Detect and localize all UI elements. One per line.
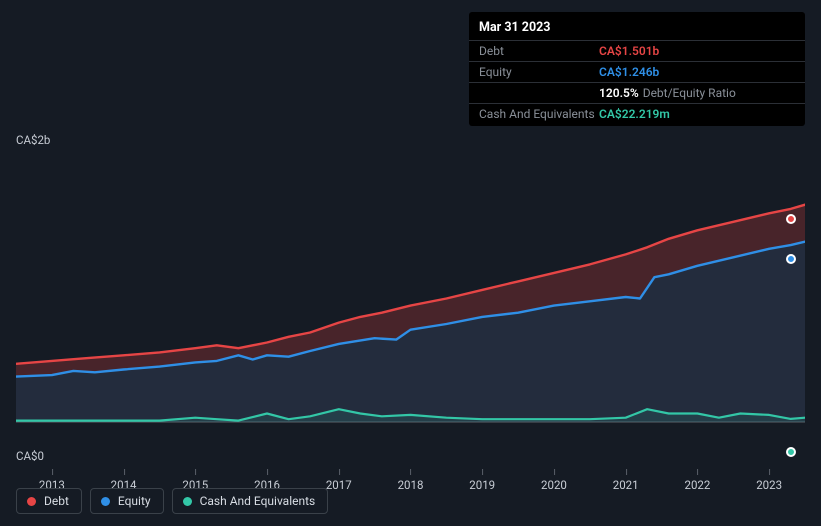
tooltip-date: Mar 31 2023	[469, 18, 805, 40]
legend-label: Debt	[44, 494, 69, 508]
legend-item[interactable]: Equity	[90, 488, 164, 514]
legend-swatch	[101, 497, 110, 506]
legend-label: Cash And Equivalents	[200, 494, 316, 508]
x-axis-tick: 2017	[326, 478, 352, 492]
hover-marker	[786, 214, 796, 224]
x-axis-tick: 2018	[398, 478, 424, 492]
tooltip-row-suffix: Debt/Equity Ratio	[643, 86, 736, 100]
x-axis-tick: 2022	[684, 478, 710, 492]
tooltip-row-label: Debt	[479, 44, 599, 58]
legend: Debt Equity Cash And Equivalents	[16, 488, 328, 514]
tooltip-row: 120.5%Debt/Equity Ratio	[469, 82, 805, 103]
hover-marker	[786, 447, 796, 457]
legend-swatch	[183, 497, 192, 506]
tooltip-row-value: 120.5%Debt/Equity Ratio	[599, 86, 736, 100]
legend-item[interactable]: Cash And Equivalents	[172, 488, 329, 514]
x-axis-tick: 2021	[613, 478, 639, 492]
tooltip-row-label: Equity	[479, 65, 599, 79]
y-axis-label: CA$0	[16, 449, 28, 463]
tooltip-row: DebtCA$1.501b	[469, 40, 805, 61]
chart-svg	[16, 120, 805, 440]
tooltip-row-value: CA$1.246b	[599, 65, 659, 79]
chart-area[interactable]: CA$0CA$2b 201320142015201620172018201920…	[16, 120, 805, 476]
tooltip-row-value: CA$1.501b	[599, 44, 659, 58]
x-axis-tick: 2020	[541, 478, 567, 492]
tooltip-row-value: CA$22.219m	[599, 107, 670, 121]
tooltip-row-label: Cash And Equivalents	[479, 107, 599, 121]
hover-tooltip: Mar 31 2023 DebtCA$1.501bEquityCA$1.246b…	[469, 12, 805, 126]
x-axis-tick: 2019	[469, 478, 495, 492]
x-axis-tick: 2023	[756, 478, 782, 492]
legend-item[interactable]: Debt	[16, 488, 82, 514]
tooltip-row-label	[479, 86, 599, 100]
hover-marker	[786, 254, 796, 264]
legend-label: Equity	[118, 494, 151, 508]
legend-swatch	[27, 497, 36, 506]
tooltip-row: EquityCA$1.246b	[469, 61, 805, 82]
